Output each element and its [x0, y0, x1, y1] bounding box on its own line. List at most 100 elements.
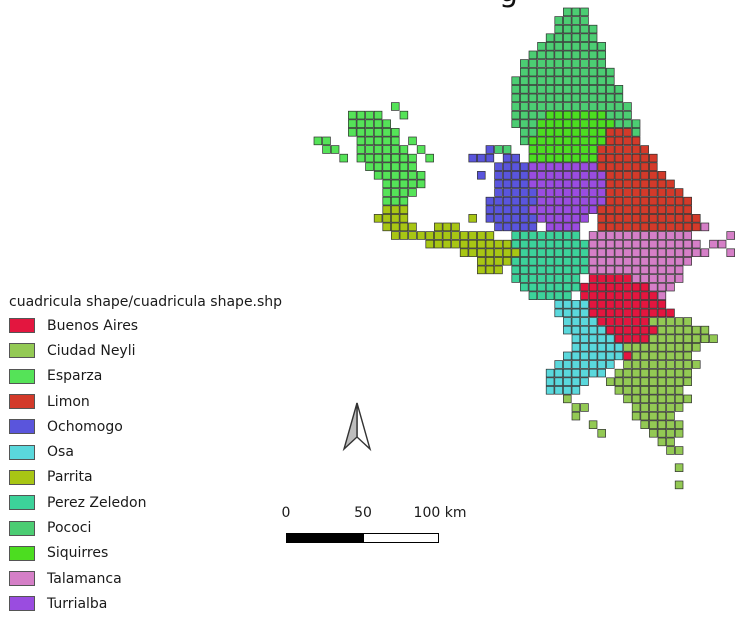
grid-cell — [667, 412, 675, 420]
grid-cell — [374, 111, 382, 119]
grid-cell — [684, 326, 692, 334]
grid-cell — [563, 77, 571, 85]
grid-cell — [624, 249, 632, 257]
grid-cell — [563, 103, 571, 111]
grid-cell — [348, 111, 356, 119]
grid-cell — [624, 275, 632, 283]
grid-cell — [503, 180, 511, 188]
grid-cell — [606, 352, 614, 360]
legend-label: Ochomogo — [47, 419, 123, 435]
grid-cell — [512, 94, 520, 102]
grid-cell — [512, 103, 520, 111]
grid-cell — [555, 103, 563, 111]
grid-cell — [598, 369, 606, 377]
grid-cell — [563, 257, 571, 265]
grid-cell — [606, 266, 614, 274]
grid-cell — [632, 214, 640, 222]
grid-cell — [641, 343, 649, 351]
grid-cell — [555, 378, 563, 386]
grid-cell — [632, 240, 640, 248]
grid-cell — [529, 292, 537, 300]
grid-cell — [632, 412, 640, 420]
grid-cell — [684, 223, 692, 231]
grid-cell — [649, 171, 657, 179]
grid-cell — [563, 42, 571, 50]
grid-cell — [606, 309, 614, 317]
grid-cell — [727, 249, 735, 257]
grid-cell — [598, 275, 606, 283]
grid-cell — [383, 180, 391, 188]
grid-cell — [598, 197, 606, 205]
grid-cell — [555, 266, 563, 274]
grid-cell — [606, 171, 614, 179]
grid-cell — [589, 300, 597, 308]
grid-cell — [512, 85, 520, 93]
grid-cell — [529, 240, 537, 248]
grid-cell — [581, 292, 589, 300]
grid-cell — [520, 240, 528, 248]
grid-cell — [529, 154, 537, 162]
grid-cell — [649, 386, 657, 394]
grid-cell — [409, 189, 417, 197]
grid-cell — [624, 395, 632, 403]
grid-cell — [632, 326, 640, 334]
grid-cell — [632, 171, 640, 179]
grid-cell — [589, 94, 597, 102]
grid-cell — [572, 128, 580, 136]
grid-cell — [555, 386, 563, 394]
grid-cell — [598, 146, 606, 154]
grid-cell — [563, 111, 571, 119]
grid-cell — [563, 275, 571, 283]
grid-cell — [641, 197, 649, 205]
grid-cell — [667, 404, 675, 412]
grid-cell — [495, 171, 503, 179]
grid-cell — [391, 197, 399, 205]
grid-cell — [624, 292, 632, 300]
grid-cell — [692, 214, 700, 222]
grid-cell — [589, 369, 597, 377]
grid-cell — [555, 77, 563, 85]
grid-cell — [606, 300, 614, 308]
grid-cell — [641, 180, 649, 188]
grid-cell — [598, 335, 606, 343]
grid-cell — [658, 206, 666, 214]
grid-cell — [641, 189, 649, 197]
grid-cell — [520, 266, 528, 274]
grid-cell — [495, 240, 503, 248]
grid-cell — [615, 300, 623, 308]
grid-cell — [572, 283, 580, 291]
legend-items: Buenos Aires Ciudad Neyli Esparza Limon … — [9, 313, 282, 617]
grid-cell — [409, 232, 417, 240]
grid-cell — [589, 206, 597, 214]
grid-cell — [563, 94, 571, 102]
grid-cell — [572, 214, 580, 222]
legend-title: cuadricula shape/cuadricula shape.shp — [9, 291, 282, 313]
grid-cell — [589, 421, 597, 429]
grid-cell — [667, 206, 675, 214]
grid-cell — [374, 163, 382, 171]
grid-cell — [503, 206, 511, 214]
grid-cell — [658, 283, 666, 291]
grid-cell — [641, 369, 649, 377]
grid-cells — [314, 8, 735, 489]
grid-cell — [495, 249, 503, 257]
grid-cell — [675, 232, 683, 240]
grid-cell — [495, 163, 503, 171]
grid-cell — [658, 240, 666, 248]
grid-cell — [555, 137, 563, 145]
grid-cell — [323, 146, 331, 154]
grid-cell — [581, 326, 589, 334]
grid-cell — [667, 283, 675, 291]
grid-cell — [675, 395, 683, 403]
grid-cell — [667, 421, 675, 429]
grid-cell — [538, 51, 546, 59]
grid-cell — [572, 223, 580, 231]
grid-cell — [624, 386, 632, 394]
grid-cell — [667, 326, 675, 334]
grid-cell — [624, 378, 632, 386]
grid-cell — [348, 120, 356, 128]
grid-cell — [667, 180, 675, 188]
grid-cell — [658, 257, 666, 265]
grid-cell — [658, 275, 666, 283]
grid-cell — [563, 17, 571, 25]
